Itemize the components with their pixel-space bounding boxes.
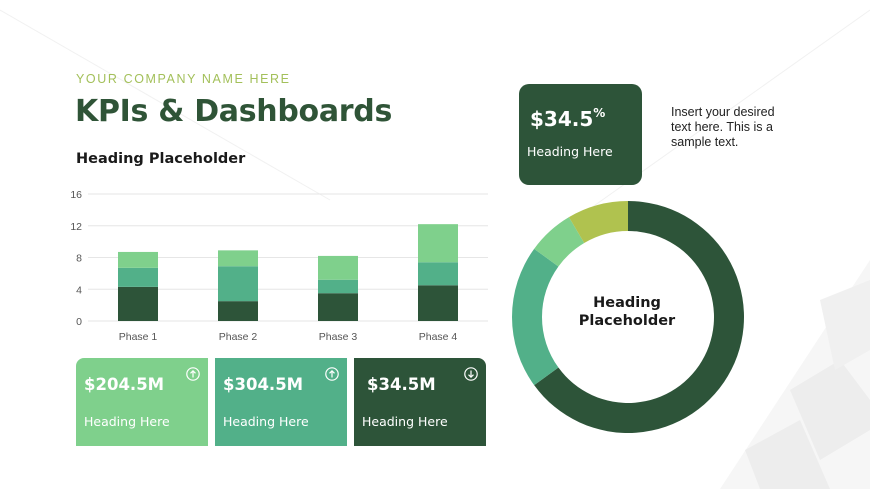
y-tick-label: 8 xyxy=(76,253,82,265)
kpi-label: Heading Here xyxy=(362,414,448,429)
y-tick-label: 12 xyxy=(70,221,82,233)
donut-label-line-2: Placeholder xyxy=(578,313,676,329)
bar-segment xyxy=(218,250,258,267)
bar-segment xyxy=(318,255,358,280)
donut-slice xyxy=(534,201,744,434)
company-name: YOUR COMPANY NAME HERE xyxy=(76,72,291,86)
x-tick-label: Phase 3 xyxy=(319,331,358,343)
kpi-value: $34.5M xyxy=(367,375,436,394)
donut-center-label: Heading Placeholder xyxy=(562,294,692,330)
arrow-down-circle-icon xyxy=(464,367,478,381)
bar-segment xyxy=(218,301,258,321)
kpi-value: $304.5M xyxy=(223,375,304,394)
kpi-top-suffix: % xyxy=(593,106,606,120)
bar-segment xyxy=(418,285,458,321)
bar-segment xyxy=(418,262,458,286)
y-tick-label: 16 xyxy=(70,189,82,201)
arrow-up-circle-icon xyxy=(325,367,339,381)
bar-segment xyxy=(118,267,158,287)
kpi-card-1: $204.5M Heading Here xyxy=(76,358,208,446)
donut-slice xyxy=(568,201,628,243)
kpi-card-3: $34.5M Heading Here xyxy=(354,358,486,446)
y-tick-label: 4 xyxy=(76,284,82,296)
kpi-top-label: Heading Here xyxy=(527,144,613,159)
side-description: Insert your desired text here. This is a… xyxy=(671,105,775,149)
bar-segment xyxy=(418,224,458,263)
kpi-card-2: $304.5M Heading Here xyxy=(215,358,347,446)
kpi-label: Heading Here xyxy=(84,414,170,429)
kpi-value: $204.5M xyxy=(84,375,165,394)
donut-slice xyxy=(534,217,585,267)
chart-heading: Heading Placeholder xyxy=(76,151,246,167)
x-tick-label: Phase 4 xyxy=(419,331,458,343)
kpi-top-value: $34.5% xyxy=(530,106,605,131)
kpi-top-card: $34.5% Heading Here xyxy=(519,84,642,185)
bar-segment xyxy=(318,279,358,294)
x-tick-label: Phase 1 xyxy=(119,331,158,343)
bar-segment xyxy=(118,286,158,321)
donut-chart xyxy=(512,201,744,434)
page-title: KPIs & Dashboards xyxy=(75,94,393,129)
bar-segment xyxy=(318,293,358,321)
arrow-up-circle-icon xyxy=(186,367,200,381)
y-tick-label: 0 xyxy=(76,316,82,328)
bar-segment xyxy=(218,266,258,302)
kpi-top-number: $34.5 xyxy=(530,107,594,131)
kpi-label: Heading Here xyxy=(223,414,309,429)
bar-segment xyxy=(118,251,158,268)
donut-slice xyxy=(512,248,559,386)
x-tick-label: Phase 2 xyxy=(219,331,258,343)
stacked-bar-chart: 0 4 8 12 16 Phase 1 Phase 2 Phase 3 Phase 4 xyxy=(70,189,488,343)
donut-label-line-1: Heading xyxy=(593,295,661,311)
